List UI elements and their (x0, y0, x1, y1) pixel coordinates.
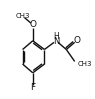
Text: CH3: CH3 (78, 61, 93, 67)
Text: N: N (53, 37, 59, 46)
Text: O: O (29, 20, 36, 29)
Text: CH3: CH3 (15, 13, 30, 19)
Text: H: H (53, 32, 59, 41)
Text: F: F (30, 83, 35, 92)
Text: O: O (73, 36, 80, 45)
